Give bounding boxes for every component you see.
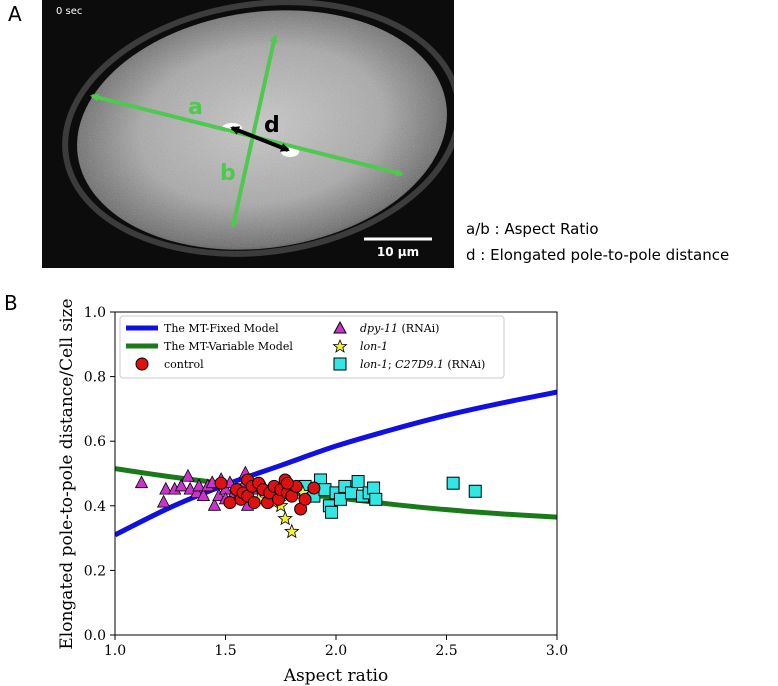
lon1-c27d9-point <box>318 483 332 497</box>
y-tick-label: 0.4 <box>84 499 106 515</box>
y-tick-label: 1.0 <box>84 305 106 321</box>
y-tick-label: 0.8 <box>84 370 106 386</box>
y-tick-label: 0.2 <box>84 563 106 579</box>
lon1-c27d9-point <box>351 475 365 489</box>
control-point <box>247 496 261 510</box>
x-tick-label: 3.0 <box>546 643 568 659</box>
x-tick-label: 1.0 <box>104 643 126 659</box>
dpy11-point <box>207 497 222 511</box>
dpy11-point <box>156 494 171 508</box>
lon1-c27d9-point <box>369 492 383 506</box>
legend: The MT-Fixed Model The MT-Variable Model… <box>119 315 505 379</box>
control-point <box>307 481 321 495</box>
lon1-c27d9-point <box>367 481 381 495</box>
legend-label-variable-model: The MT-Variable Model <box>164 340 293 353</box>
legend-marker-dpy11 <box>333 320 347 334</box>
cell-outer-halo <box>62 0 454 257</box>
y-axis-label: Elongated pole-to-pole distance/Cell siz… <box>57 298 77 649</box>
mt-fixed-model-line <box>115 389 557 538</box>
y-tick-label: 0.6 <box>84 434 106 450</box>
timestamp: 0 sec <box>56 6 82 17</box>
dpy11-point <box>134 475 149 489</box>
control-point <box>214 476 228 490</box>
lon1-point <box>284 523 300 539</box>
legend-label-fixed-model: The MT-Fixed Model <box>164 322 279 335</box>
legend-marker-control <box>135 357 149 371</box>
control-point <box>298 492 312 506</box>
label-d: d <box>264 113 280 138</box>
distance-definition: d : Elongated pole-to-pole distance <box>466 246 730 264</box>
dpy11-point <box>192 478 206 492</box>
legend-label-control: control <box>164 358 204 371</box>
x-tick-label: 2.0 <box>325 643 347 659</box>
lon1-c27d9-point <box>344 486 358 500</box>
y-tick-label: 0.0 <box>84 628 106 644</box>
lon1-point <box>277 510 293 526</box>
control-point <box>280 476 294 490</box>
label-a: a <box>188 95 203 120</box>
panel-b-label: B <box>4 291 18 315</box>
dpy11-point <box>159 481 173 495</box>
lon1-c27d9-point <box>325 505 339 519</box>
dpy11-point <box>190 485 204 498</box>
x-tick-label: 1.5 <box>214 643 236 659</box>
scale-bar-label: 10 µm <box>377 245 419 259</box>
legend-label-dpy11: dpy-11 (RNAi) <box>360 322 439 335</box>
label-b: b <box>220 161 236 186</box>
legend-label-lon1: lon-1 <box>360 340 388 353</box>
dpy11-point <box>181 468 195 482</box>
aspect-ratio-definition: a/b : Aspect Ratio <box>466 220 599 238</box>
legend-label-lon1-c27d9: lon-1; C27D9.1 (RNAi) <box>360 358 485 371</box>
lon1-c27d9-point <box>333 492 347 506</box>
dpy11-point <box>212 488 226 502</box>
dpy11-point <box>196 488 211 502</box>
scatter-chart: 1.0 1.5 2.0 2.5 3.0 0.0 0.2 0.4 0.6 0.8 1.0 Aspect… <box>57 298 568 686</box>
legend-marker-lon1 <box>332 338 348 353</box>
microscopy-image: a b d 0 sec 10 µm <box>42 0 454 268</box>
lon1-c27d9-point <box>468 484 482 498</box>
panel-a-label: A <box>8 2 22 26</box>
x-tick-label: 2.5 <box>435 643 457 659</box>
control-point <box>223 496 237 510</box>
lon1-c27d9-point <box>446 476 460 490</box>
arrow-d <box>230 126 290 152</box>
legend-marker-lon1-c27d9 <box>333 357 347 371</box>
dpy11-point <box>174 478 188 492</box>
x-axis-label: Aspect ratio <box>283 666 388 686</box>
